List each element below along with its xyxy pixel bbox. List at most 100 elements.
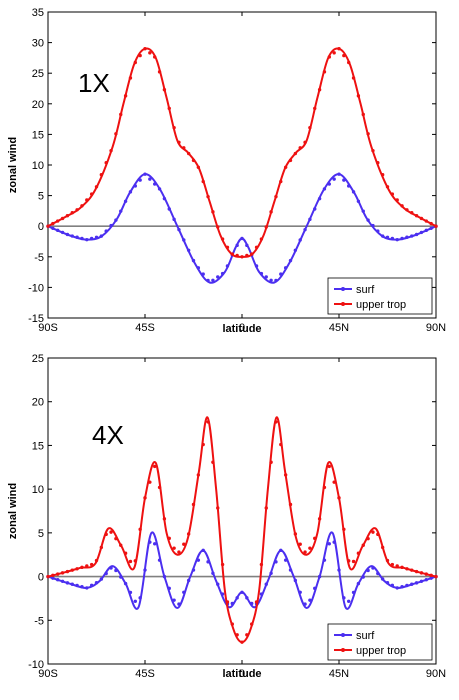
data-point-surf: [376, 571, 380, 576]
legend-swatch-marker: [341, 648, 345, 652]
data-point-upper-trop: [172, 546, 176, 550]
data-point-surf: [395, 586, 399, 590]
data-point-surf: [424, 578, 428, 582]
data-point-upper-trop: [56, 572, 60, 576]
data-point-upper-trop: [162, 517, 167, 521]
data-point-surf: [317, 574, 322, 579]
data-point-surf: [89, 236, 94, 241]
data-point-surf: [60, 579, 65, 583]
data-point-upper-trop: [371, 148, 375, 153]
data-point-upper-trop: [46, 224, 50, 228]
data-point-upper-trop: [143, 47, 147, 51]
data-point-surf: [269, 278, 273, 282]
data-point-surf: [371, 566, 375, 570]
data-point-surf: [240, 236, 244, 241]
data-point-surf: [196, 266, 201, 270]
data-point-surf: [342, 178, 346, 182]
data-point-upper-trop: [322, 70, 327, 74]
data-point-upper-trop: [308, 546, 312, 550]
y-axis-label: zonal wind: [7, 483, 19, 539]
data-point-upper-trop: [104, 161, 108, 165]
data-point-surf: [293, 578, 298, 583]
data-point-upper-trop: [85, 198, 89, 202]
data-point-upper-trop: [279, 179, 283, 184]
data-point-upper-trop: [186, 151, 191, 156]
data-point-surf: [119, 209, 123, 213]
data-point-upper-trop: [400, 565, 404, 570]
data-point-surf: [308, 598, 312, 602]
data-point-upper-trop: [123, 94, 128, 98]
data-point-surf: [65, 581, 70, 585]
data-point-surf: [385, 580, 390, 585]
data-point-surf: [211, 571, 215, 575]
data-point-upper-trop: [177, 550, 181, 554]
data-point-upper-trop: [201, 179, 205, 184]
data-point-upper-trop: [128, 559, 133, 564]
data-point-surf: [390, 236, 395, 241]
data-point-upper-trop: [395, 564, 399, 568]
data-point-surf: [206, 560, 210, 564]
data-point-upper-trop: [250, 622, 254, 626]
data-point-surf: [60, 230, 65, 235]
data-point-upper-trop: [414, 214, 419, 218]
data-point-surf: [109, 223, 113, 228]
data-point-upper-trop: [167, 106, 171, 111]
data-point-surf: [356, 581, 361, 586]
data-point-upper-trop: [80, 204, 84, 208]
data-point-surf: [342, 596, 346, 600]
data-point-upper-trop: [182, 542, 186, 546]
data-point-upper-trop: [216, 506, 220, 510]
data-point-upper-trop: [356, 94, 361, 98]
data-point-upper-trop: [206, 194, 210, 199]
y-tick-label: -5: [34, 252, 44, 264]
data-point-surf: [75, 583, 79, 588]
data-point-upper-trop: [196, 473, 201, 477]
data-point-surf: [186, 578, 191, 583]
data-point-surf: [385, 235, 390, 240]
data-point-surf: [162, 574, 167, 579]
data-point-upper-trop: [342, 527, 346, 532]
data-point-upper-trop: [230, 622, 234, 626]
data-point-upper-trop: [390, 562, 395, 567]
data-point-surf: [327, 182, 331, 186]
data-point-surf: [182, 238, 186, 242]
data-point-upper-trop: [128, 76, 133, 80]
data-point-surf: [104, 571, 108, 576]
data-point-upper-trop: [119, 112, 123, 117]
data-point-upper-trop: [259, 562, 264, 567]
data-point-surf: [332, 177, 336, 181]
data-point-upper-trop: [317, 517, 322, 521]
data-point-surf: [376, 229, 380, 233]
data-point-surf: [138, 596, 142, 600]
data-point-upper-trop: [322, 485, 327, 490]
y-tick-label: 5: [38, 528, 44, 540]
data-point-surf: [99, 577, 104, 581]
data-point-surf: [220, 592, 225, 596]
data-point-surf: [119, 575, 123, 579]
data-point-surf: [298, 590, 302, 595]
data-point-upper-trop: [94, 185, 99, 189]
y-tick-label: 25: [32, 68, 44, 80]
y-tick-label: 0: [38, 572, 44, 584]
data-point-upper-trop: [65, 214, 70, 218]
y-tick-label: 35: [32, 7, 44, 19]
data-point-upper-trop: [114, 536, 118, 541]
data-point-surf: [410, 234, 414, 238]
data-point-surf: [191, 568, 196, 572]
data-point-upper-trop: [220, 562, 225, 567]
data-point-surf: [143, 568, 147, 572]
data-point-upper-trop: [405, 208, 409, 212]
data-point-upper-trop: [424, 219, 428, 223]
data-point-surf: [322, 558, 327, 562]
data-point-surf: [380, 234, 385, 238]
data-point-upper-trop: [264, 506, 268, 510]
data-point-upper-trop: [347, 60, 351, 65]
data-point-upper-trop: [94, 558, 99, 563]
data-point-upper-trop: [366, 132, 370, 136]
data-point-upper-trop: [89, 192, 94, 196]
data-point-surf: [191, 258, 196, 263]
data-point-upper-trop: [337, 47, 341, 51]
data-point-surf: [148, 540, 152, 544]
data-point-surf: [143, 172, 147, 176]
